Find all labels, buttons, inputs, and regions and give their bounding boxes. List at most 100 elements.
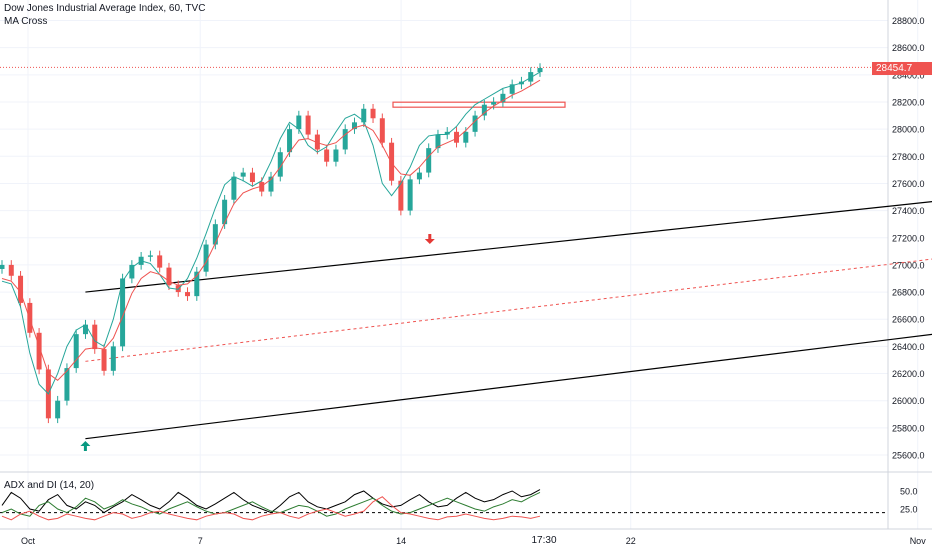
candle bbox=[500, 89, 506, 107]
candle-body bbox=[416, 172, 422, 180]
candlestick-series bbox=[0, 63, 543, 424]
candle-body bbox=[444, 131, 450, 135]
candle bbox=[342, 124, 348, 155]
y-tick-label: 26800.0 bbox=[892, 288, 925, 298]
candle-body bbox=[185, 292, 191, 297]
candle bbox=[361, 104, 367, 128]
candle-body bbox=[64, 368, 70, 401]
x-tick-label: 14 bbox=[396, 536, 406, 546]
candle bbox=[528, 67, 534, 87]
candle bbox=[398, 175, 404, 216]
candle-body bbox=[463, 131, 469, 143]
ma-fast-line bbox=[1, 71, 541, 395]
candle-body bbox=[249, 172, 255, 183]
y-tick-label: 27800.0 bbox=[892, 152, 925, 162]
candle bbox=[491, 97, 497, 110]
candle bbox=[435, 129, 441, 153]
candle bbox=[370, 104, 376, 124]
candle bbox=[185, 287, 191, 301]
candle-body bbox=[231, 176, 237, 200]
candle bbox=[0, 260, 5, 274]
candle-body bbox=[240, 172, 246, 177]
study-legend-ma-cross[interactable]: MA Cross bbox=[4, 16, 48, 27]
candle-body bbox=[537, 68, 543, 73]
y-tick-label: 27600.0 bbox=[892, 179, 925, 189]
candle-body bbox=[398, 180, 404, 211]
candle-body bbox=[296, 115, 302, 130]
di-minus-line bbox=[1, 496, 541, 521]
candle-body bbox=[101, 349, 107, 371]
candle bbox=[249, 167, 255, 187]
chart-title: Dow Jones Industrial Average Index, 60, … bbox=[4, 3, 206, 14]
y-tick-label: 26400.0 bbox=[892, 342, 925, 352]
candle-body bbox=[472, 115, 478, 132]
candle-body bbox=[259, 182, 265, 192]
candle bbox=[305, 110, 311, 140]
y-tick-label: 28800.0 bbox=[892, 16, 925, 26]
candle-body bbox=[491, 101, 497, 105]
buy-signal-arrow bbox=[80, 441, 91, 451]
x-tick-label: 22 bbox=[626, 536, 636, 546]
candle-body bbox=[426, 148, 432, 173]
adx-y-tick-label: 25.0 bbox=[900, 505, 918, 515]
candle bbox=[231, 171, 237, 205]
candle-body bbox=[166, 267, 172, 286]
candle-body bbox=[222, 199, 228, 225]
y-tick-label: 27400.0 bbox=[892, 206, 925, 216]
price-axis-labels: 25600.0 25800.0 26000.0 26200.0 26400.0 26600… bbox=[892, 16, 925, 515]
candle bbox=[333, 144, 339, 167]
adx-line bbox=[1, 489, 541, 514]
candle bbox=[537, 63, 543, 77]
adx-legend[interactable]: ADX and DI (14, 20) bbox=[4, 480, 95, 491]
candle bbox=[314, 129, 320, 155]
candle-body bbox=[287, 129, 293, 153]
y-tick-label: 27000.0 bbox=[892, 260, 925, 270]
time-axis-labels: Oct71422Nov1119Dec162020201322Feb1120 bbox=[21, 536, 926, 546]
y-tick-label: 26600.0 bbox=[892, 315, 925, 325]
candle-body bbox=[305, 115, 311, 135]
arrow-shaft bbox=[83, 446, 87, 451]
candle-body bbox=[370, 108, 376, 119]
candle bbox=[194, 266, 200, 301]
candle-body bbox=[129, 264, 135, 279]
candle bbox=[120, 273, 126, 352]
candle bbox=[351, 117, 357, 134]
candle-body bbox=[18, 275, 24, 303]
y-tick-label: 25800.0 bbox=[892, 423, 925, 433]
candle bbox=[389, 137, 395, 186]
candle-body bbox=[389, 142, 395, 181]
candle-body bbox=[110, 346, 116, 371]
candle-body bbox=[361, 108, 367, 123]
current-time-label: 17:30 bbox=[531, 535, 557, 546]
last-price-badge: 28454.7 bbox=[872, 62, 932, 75]
candle-body bbox=[212, 224, 218, 245]
candle-body bbox=[481, 104, 487, 116]
arrow-head bbox=[80, 441, 91, 446]
candle bbox=[444, 127, 450, 140]
y-tick-label: 28200.0 bbox=[892, 97, 925, 107]
candle bbox=[472, 110, 478, 137]
candle bbox=[240, 167, 246, 182]
candle bbox=[296, 110, 302, 134]
candle-body bbox=[194, 271, 200, 297]
candle bbox=[73, 329, 79, 373]
candle bbox=[454, 127, 460, 148]
arrow-head bbox=[424, 239, 435, 244]
y-tick-label: 28600.0 bbox=[892, 43, 925, 53]
candle bbox=[426, 143, 432, 178]
x-tick-label: 7 bbox=[198, 536, 203, 546]
candle-body bbox=[407, 179, 413, 211]
candle bbox=[82, 319, 88, 339]
candle-body bbox=[157, 255, 163, 268]
candle bbox=[18, 271, 24, 308]
candle bbox=[36, 328, 42, 375]
candle bbox=[147, 250, 153, 262]
candle-body bbox=[277, 152, 283, 177]
arrow-shaft bbox=[428, 234, 432, 239]
channel-upper-line bbox=[85, 201, 932, 293]
candle-body bbox=[314, 134, 320, 150]
candle-body bbox=[324, 149, 330, 162]
candle bbox=[212, 219, 218, 250]
candle-body bbox=[379, 118, 385, 143]
